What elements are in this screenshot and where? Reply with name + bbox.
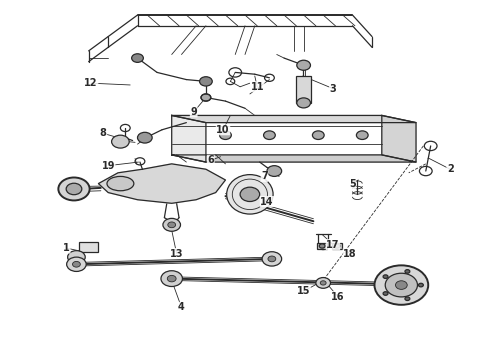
Text: 9: 9 [190,107,197,117]
Text: 5: 5 [349,179,356,189]
Text: 10: 10 [216,125,230,135]
Circle shape [67,257,86,271]
Circle shape [163,219,180,231]
Text: 15: 15 [297,286,310,296]
Circle shape [73,261,80,267]
Polygon shape [172,155,416,162]
Text: 4: 4 [178,302,185,312]
Circle shape [405,297,410,301]
Circle shape [167,275,176,282]
Circle shape [66,183,82,195]
Text: 18: 18 [343,248,357,258]
Circle shape [405,270,410,273]
Text: 17: 17 [326,239,340,249]
Polygon shape [172,116,416,123]
Polygon shape [382,116,416,162]
Circle shape [297,60,311,70]
Circle shape [320,281,326,285]
Circle shape [264,131,275,139]
Ellipse shape [227,175,273,214]
Bar [79,242,98,252]
Circle shape [267,166,282,176]
Circle shape [385,273,417,297]
Circle shape [58,177,90,201]
Circle shape [112,135,129,148]
Text: 14: 14 [260,197,274,207]
Circle shape [240,187,260,202]
Circle shape [199,77,212,86]
Text: 12: 12 [84,78,98,88]
Polygon shape [98,164,225,203]
Text: 13: 13 [170,248,183,258]
Text: 8: 8 [100,129,107,138]
Circle shape [418,283,423,287]
Circle shape [316,278,331,288]
Circle shape [262,252,282,266]
Text: 11: 11 [250,82,264,92]
Bar [296,76,311,103]
Text: 16: 16 [331,292,344,302]
Polygon shape [172,116,206,162]
Circle shape [268,256,276,262]
Circle shape [201,94,211,101]
Text: 6: 6 [207,155,214,165]
Bar [332,243,342,249]
Text: 1: 1 [63,243,70,253]
Circle shape [334,244,340,248]
Circle shape [132,54,144,62]
Text: 2: 2 [447,164,454,174]
Bar [318,243,327,249]
Circle shape [161,271,182,287]
Circle shape [138,132,152,143]
Circle shape [374,265,428,305]
Circle shape [395,281,407,289]
Circle shape [319,244,325,248]
Text: 3: 3 [330,84,336,94]
Circle shape [383,275,388,278]
Circle shape [383,292,388,295]
Circle shape [220,131,231,139]
Text: 19: 19 [101,161,115,171]
Circle shape [168,222,175,228]
Text: 7: 7 [261,171,268,181]
Circle shape [356,131,368,139]
Circle shape [68,251,85,264]
Circle shape [297,98,311,108]
Circle shape [313,131,324,139]
Ellipse shape [107,176,134,191]
